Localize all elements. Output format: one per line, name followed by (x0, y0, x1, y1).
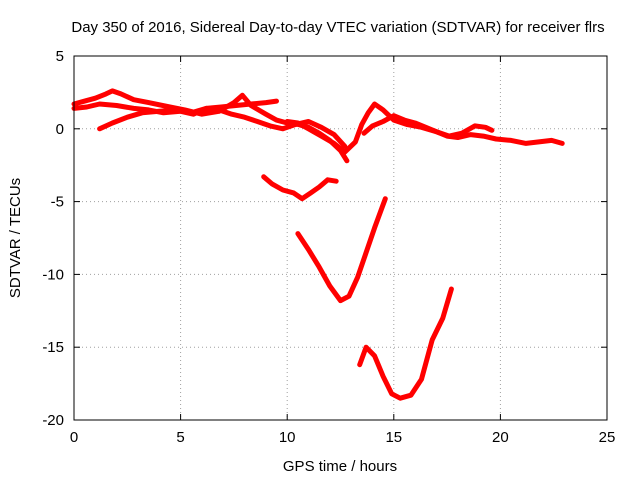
x-tick-label: 15 (385, 429, 402, 446)
x-tick-label: 10 (279, 429, 296, 446)
y-tick-label: -10 (42, 266, 64, 283)
y-tick-label: 5 (56, 48, 64, 65)
y-tick-label: -20 (42, 412, 64, 429)
plot-frame (73, 55, 608, 421)
series-line-arc-6 (261, 174, 339, 202)
x-tick-label: 0 (70, 429, 78, 446)
series-line-arc-7 (295, 196, 388, 304)
series-line-arc-5 (361, 113, 565, 146)
x-axis-title: GPS time / hours (283, 458, 397, 475)
axis-ticks: 0 5 10 15 20 25 5 0 -5 -10 -15 -20 (42, 48, 615, 446)
x-tick-label: 20 (492, 429, 509, 446)
x-tick-label: 25 (599, 429, 616, 446)
y-axis-title: SDTVAR / TECUs (7, 178, 24, 298)
chart-title: Day 350 of 2016, Sidereal Day-to-day VTE… (71, 19, 604, 36)
y-tick-label: 0 (56, 121, 64, 138)
series-line-arc-8 (357, 286, 454, 401)
data-series (71, 88, 565, 401)
series-line-arc-4 (284, 101, 495, 155)
series-line-arc-3 (97, 98, 279, 132)
series-line-arc-2 (71, 101, 348, 149)
x-tick-label: 5 (176, 429, 184, 446)
y-tick-label: -5 (51, 194, 64, 211)
y-tick-label: -15 (42, 339, 64, 356)
